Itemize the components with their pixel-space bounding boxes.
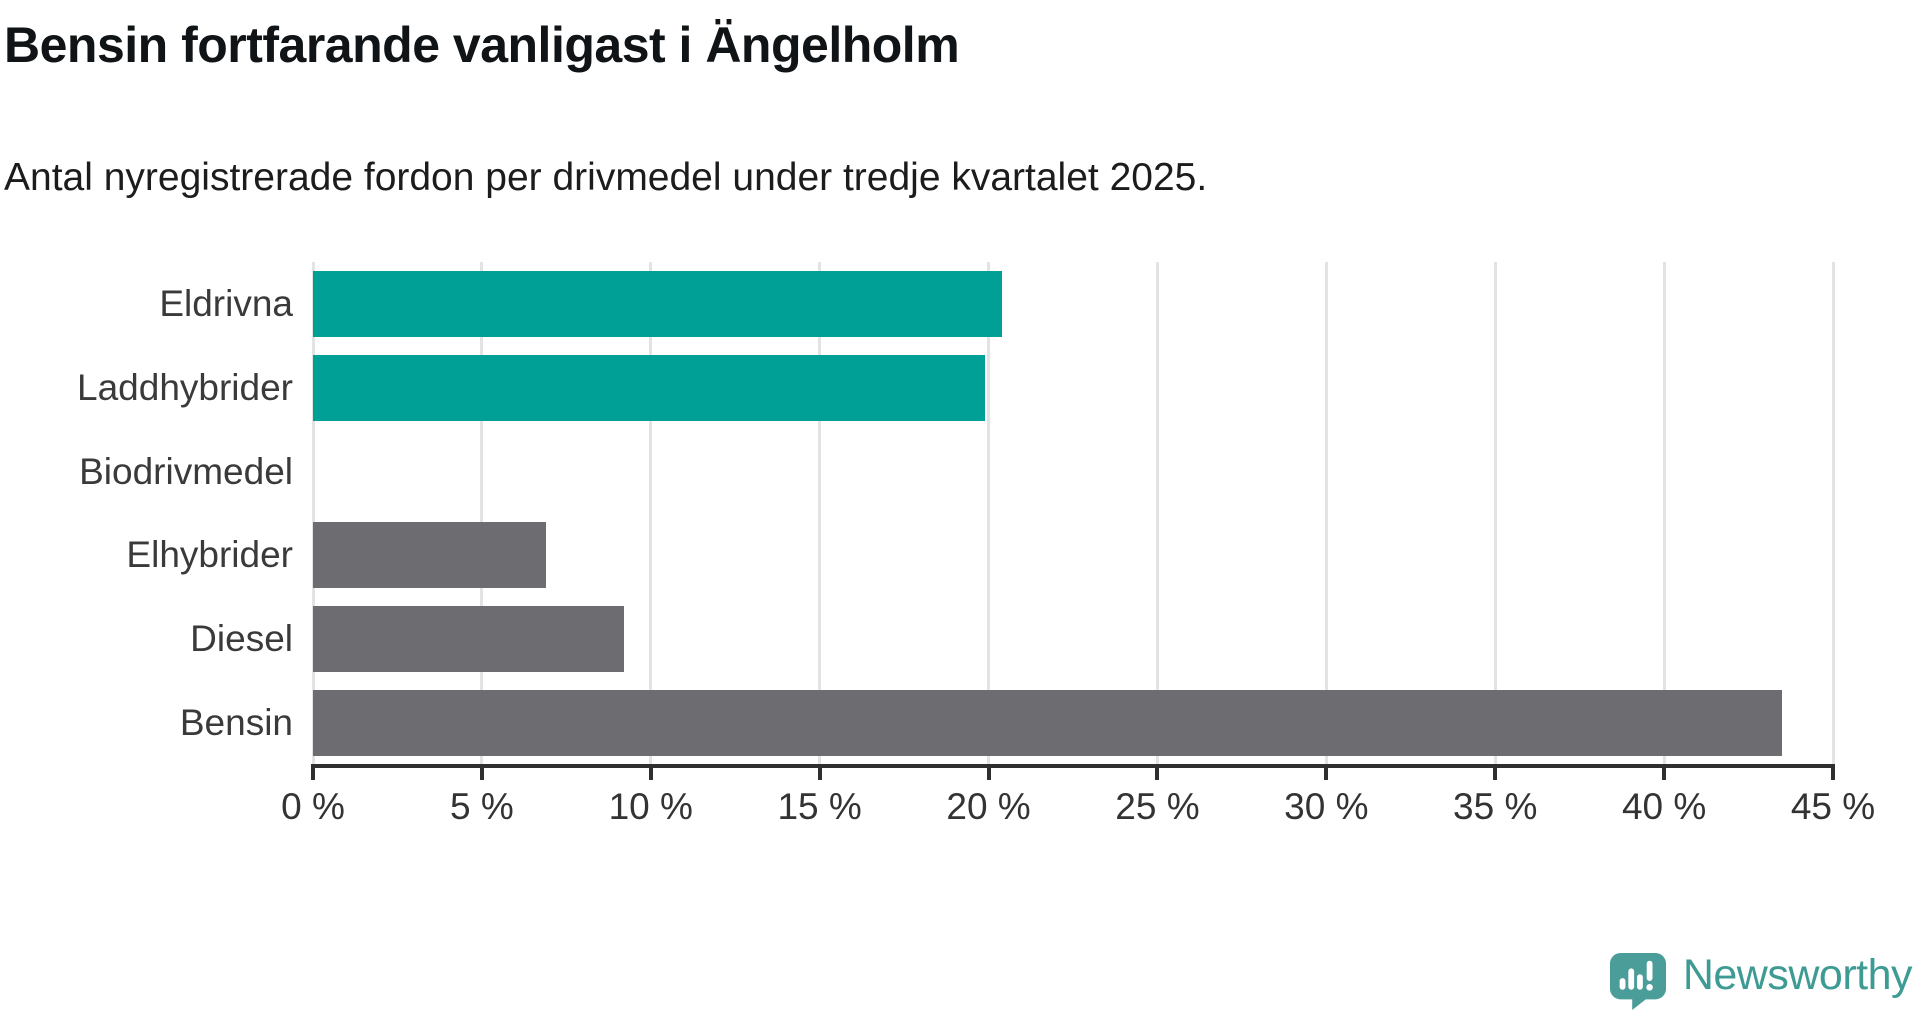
brand-footer: Newsworthy (1609, 951, 1913, 1010)
brand-name: Newsworthy (1682, 951, 1913, 999)
gridline (1831, 262, 1835, 765)
gridline (480, 262, 484, 765)
x-axis-tick (1324, 764, 1329, 780)
x-axis-tick-label: 5 % (449, 786, 514, 827)
gridline (818, 262, 822, 765)
x-axis-tick (311, 764, 315, 780)
x-axis-tick-label: 10 % (608, 786, 693, 827)
category-label-eldrivna: Eldrivna (159, 282, 293, 324)
x-axis-tick-label: 45 % (1790, 786, 1876, 827)
x-axis-tick (1155, 764, 1160, 780)
x-axis-tick-label: 20 % (946, 786, 1031, 827)
category-label-biodrivmedel: Biodrivmedel (79, 450, 293, 492)
x-axis-tick (1831, 764, 1835, 780)
x-axis-tick (479, 764, 484, 780)
bar-bensin (313, 690, 1783, 757)
newsworthy-logo-icon (1609, 952, 1666, 1010)
bar-eldrivna (313, 270, 1003, 337)
x-axis-tick-label: 0 % (281, 786, 345, 827)
x-axis-tick-label: 15 % (777, 786, 862, 827)
gridline (987, 262, 991, 765)
gridline (649, 262, 653, 765)
gridline (1324, 262, 1328, 765)
gridline (1493, 262, 1497, 765)
category-label-diesel: Diesel (190, 618, 293, 660)
x-axis-tick-label: 40 % (1621, 786, 1707, 827)
x-axis-tick-label: 35 % (1453, 786, 1538, 827)
x-axis-tick-label: 30 % (1284, 786, 1369, 827)
x-axis-tick (648, 764, 653, 780)
x-axis-tick (1662, 764, 1667, 780)
chart-title: Bensin fortfarande vanligast i Ängelholm (4, 17, 960, 73)
category-label-elhybrider: Elhybrider (126, 534, 293, 576)
x-axis-tick (986, 764, 991, 780)
chart-subtitle: Antal nyregistrerade fordon per drivmede… (4, 156, 1208, 199)
gridline (1155, 262, 1159, 765)
category-label-bensin: Bensin (179, 702, 293, 744)
x-axis-tick (1493, 764, 1498, 780)
gridline (311, 262, 315, 765)
bar-laddhybrider (313, 354, 986, 421)
category-label-laddhybrider: Laddhybrider (77, 366, 293, 408)
bar-elhybrider (313, 522, 547, 589)
gridline (1662, 262, 1666, 765)
x-axis-line (311, 764, 1835, 768)
x-axis-tick-label: 25 % (1115, 786, 1200, 827)
x-axis-tick (817, 764, 822, 780)
bar-diesel (313, 606, 624, 673)
